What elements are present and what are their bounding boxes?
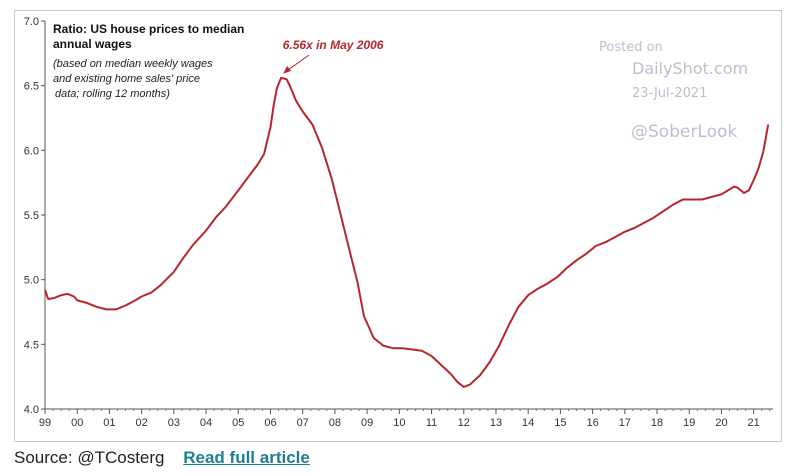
y-tick-label: 4.0 (24, 404, 39, 416)
chart-subtitle-line-1: (based on median weekly wages (53, 58, 213, 70)
x-tick-label: 18 (651, 417, 663, 429)
x-tick-label: 01 (103, 417, 115, 429)
peak-annotation-arrowhead (283, 65, 292, 74)
x-tick-label: 02 (136, 417, 148, 429)
x-tick-label: 04 (200, 417, 212, 429)
y-tick-label: 5.5 (24, 210, 39, 222)
y-tick-label: 6.5 (24, 81, 39, 93)
x-tick-label: 08 (329, 417, 341, 429)
x-tick-label: 06 (264, 417, 276, 429)
y-tick-label: 7.0 (24, 16, 39, 28)
x-tick-label: 15 (554, 417, 566, 429)
x-tick-label: 07 (297, 417, 309, 429)
x-tick-label: 03 (168, 417, 180, 429)
x-tick-label: 19 (683, 417, 695, 429)
series-line (44, 76, 770, 388)
x-tick-label: 99 (39, 417, 51, 429)
watermark-site: DailyShot.com (632, 59, 748, 78)
footer: Source: @TCosterg Read full article (14, 448, 310, 472)
x-tick-label: 05 (232, 417, 244, 429)
chart-title-line-2: annual wages (53, 37, 132, 51)
line-chart: 4.0 4.5 5.0 5.5 6.0 6.5 7.0 99 00 01 02 03 04 05 06 07 0… (24, 16, 773, 429)
x-tick-label: 16 (586, 417, 598, 429)
x-tick-label: 20 (715, 417, 727, 429)
source-label: Source: (14, 448, 73, 467)
x-tick-label: 14 (522, 417, 534, 429)
x-tick-label: 10 (393, 417, 405, 429)
watermark-handle: @SoberLook (631, 122, 737, 142)
watermark-posted-on: Posted on (599, 40, 663, 55)
peak-annotation: 6.56x in May 2006 (283, 38, 384, 52)
x-tick-label: 11 (426, 417, 437, 429)
chart-subtitle-line-3: data; rolling 12 months) (55, 88, 170, 100)
chart-title: Ratio: US house prices to median (53, 22, 244, 36)
x-tick-label: 12 (458, 417, 470, 429)
x-tick-label: 21 (748, 417, 760, 429)
y-tick-label: 4.5 (24, 339, 39, 351)
chart-frame: 4.0 4.5 5.0 5.5 6.0 6.5 7.0 99 00 01 02 03 04 05 06 07 0… (14, 10, 782, 442)
read-full-article-link[interactable]: Read full article (183, 448, 310, 467)
y-tick-label: 5.0 (24, 275, 39, 287)
y-tick-label: 6.0 (24, 145, 39, 157)
chart-subtitle-line-2: and existing home sales' price (53, 73, 200, 85)
x-tick-label: 17 (619, 417, 631, 429)
x-tick-label: 00 (71, 417, 83, 429)
x-tick-label: 13 (490, 417, 502, 429)
watermark-date: 23-Jul-2021 (632, 86, 707, 101)
x-tick-label: 09 (361, 417, 373, 429)
source-value: @TCosterg (77, 448, 165, 467)
